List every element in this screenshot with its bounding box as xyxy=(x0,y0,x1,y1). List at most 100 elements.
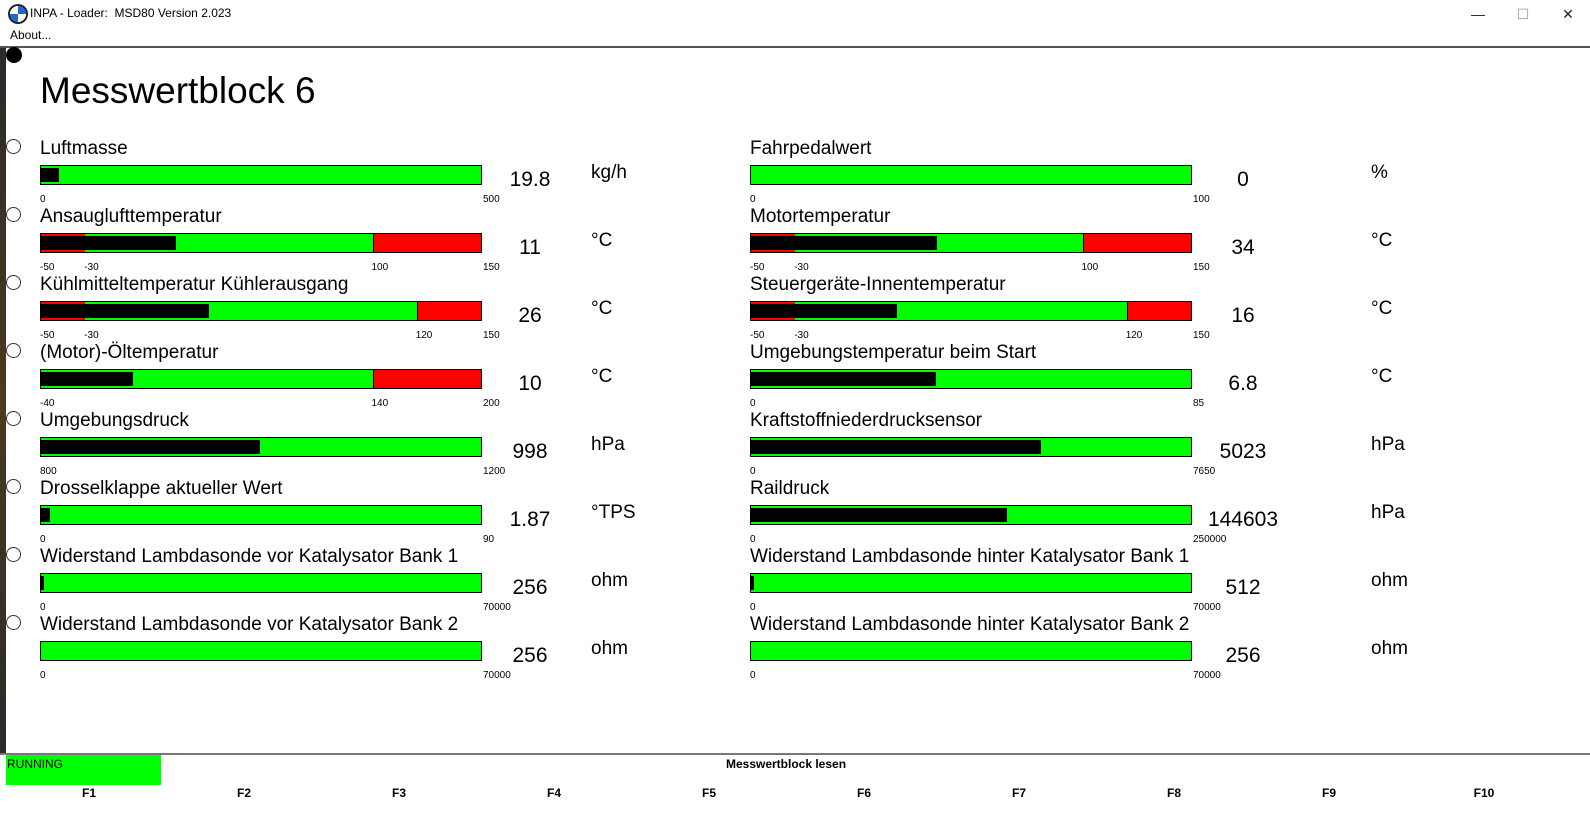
left-gauge-bar xyxy=(40,437,482,457)
right-unit: % xyxy=(1371,162,1388,183)
minimize-button[interactable]: — xyxy=(1471,6,1485,22)
right-unit: ohm xyxy=(1371,638,1408,659)
gauge-high-limit-zone xyxy=(1082,234,1191,252)
right-value: 144603 xyxy=(1207,508,1279,531)
function-key-f6[interactable]: F6 xyxy=(856,786,871,800)
gauge-fill xyxy=(751,508,1007,522)
running-status-badge: RUNNING xyxy=(6,755,161,785)
left-unit: kg/h xyxy=(591,162,627,183)
left-gauge-bar xyxy=(40,505,482,525)
right-value: 5023 xyxy=(1219,440,1267,463)
gauge-tick-label: -30 xyxy=(84,330,99,341)
gauge-tick-label: 250000 xyxy=(1193,534,1227,545)
close-button[interactable]: ✕ xyxy=(1562,6,1574,22)
left-unit: °C xyxy=(591,230,613,251)
gauge-tick-label: 0 xyxy=(750,398,756,409)
right-unit: °C xyxy=(1371,298,1393,319)
gauge-tick-label: 200 xyxy=(483,398,500,409)
gauge-high-limit-zone xyxy=(372,234,481,252)
right-gauge-bar xyxy=(750,437,1192,457)
row-radio-button[interactable] xyxy=(6,275,21,290)
gauge-tick-label: -50 xyxy=(40,262,55,273)
right-gauge-bar xyxy=(750,165,1192,185)
left-value: 19.8 xyxy=(509,168,551,191)
function-key-f10[interactable]: F10 xyxy=(1473,786,1495,800)
action-label: Messwertblock lesen xyxy=(725,757,847,771)
right-gauge-bar xyxy=(750,369,1192,389)
gauge-tick-label: -40 xyxy=(40,398,55,409)
right-value: 0 xyxy=(1237,168,1249,191)
row-radio-button[interactable] xyxy=(6,207,21,222)
row-radio-button[interactable] xyxy=(6,547,21,562)
gauge-high-limit-zone xyxy=(372,370,481,388)
gauge-fill xyxy=(751,440,1042,454)
gauge-tick-label: 0 xyxy=(750,602,756,613)
gauge-tick-label: 100 xyxy=(1081,262,1099,273)
gauge-tick-label: -50 xyxy=(40,330,55,341)
maximize-button[interactable]: ☐ xyxy=(1516,6,1530,22)
title-bar: INPA - Loader: MSD80 Version 2.023 — ☐ ✕ xyxy=(0,0,1590,28)
page-title: Messwertblock 6 xyxy=(40,70,316,111)
gauge-tick-label: 0 xyxy=(750,670,756,681)
row-radio-button[interactable] xyxy=(6,615,21,630)
row-radio-button[interactable] xyxy=(6,343,21,358)
window-title: INPA - Loader: MSD80 Version 2.023 xyxy=(30,6,232,20)
gauge-tick-label: 500 xyxy=(483,194,500,205)
left-label: (Motor)-Öltemperatur xyxy=(40,342,219,363)
gauge-fill xyxy=(41,440,260,454)
window-edge xyxy=(0,48,6,753)
function-key-f2[interactable]: F2 xyxy=(236,786,251,800)
gauge-tick-label: -50 xyxy=(750,262,765,273)
gauge-tick-label: 70000 xyxy=(483,670,511,681)
gauge-tick-label: 150 xyxy=(483,262,500,273)
left-unit: hPa xyxy=(591,434,625,455)
gauge-tick-label: -30 xyxy=(84,262,99,273)
selected-radio-indicator[interactable] xyxy=(6,47,22,63)
gauge-tick-label: 70000 xyxy=(1193,602,1221,613)
gauge-tick-label: 150 xyxy=(1193,330,1210,341)
gauge-tick-label: 140 xyxy=(371,398,389,409)
gauge-tick-label: 800 xyxy=(40,466,57,477)
right-unit: hPa xyxy=(1371,502,1405,523)
right-gauge-bar xyxy=(750,641,1192,661)
left-unit: °C xyxy=(591,366,613,387)
left-gauge-bar xyxy=(40,165,482,185)
right-label: Raildruck xyxy=(750,478,830,499)
row-radio-button[interactable] xyxy=(6,411,21,426)
menu-divider xyxy=(0,46,1590,48)
function-key-f7[interactable]: F7 xyxy=(1011,786,1026,800)
right-label: Widerstand Lambdasonde hinter Katalysato… xyxy=(750,546,1190,567)
left-value: 256 xyxy=(512,644,548,667)
right-gauge-bar xyxy=(750,233,1192,253)
gauge-tick-label: 0 xyxy=(40,534,46,545)
left-unit: ohm xyxy=(591,638,628,659)
menu-item-about[interactable]: About... xyxy=(10,28,52,42)
left-value: 1.87 xyxy=(509,508,551,531)
gauge-tick-label: 7650 xyxy=(1193,466,1216,477)
row-radio-button[interactable] xyxy=(6,479,21,494)
left-value: 10 xyxy=(518,372,542,395)
gauge-tick-label: 0 xyxy=(40,670,46,681)
right-gauge-bar xyxy=(750,573,1192,593)
function-key-f9[interactable]: F9 xyxy=(1321,786,1336,800)
gauge-tick-label: -50 xyxy=(750,330,765,341)
function-key-f1[interactable]: F1 xyxy=(81,786,96,800)
gauge-fill xyxy=(41,576,44,590)
gauge-tick-label: 120 xyxy=(1125,330,1143,341)
gauge-tick-label: 0 xyxy=(750,466,756,477)
gauge-tick-label: 150 xyxy=(483,330,500,341)
gauge-tick-label: 70000 xyxy=(1193,670,1221,681)
function-key-f3[interactable]: F3 xyxy=(391,786,406,800)
left-unit: ohm xyxy=(591,570,628,591)
right-value: 256 xyxy=(1225,644,1261,667)
function-key-f4[interactable]: F4 xyxy=(546,786,561,800)
right-label: Widerstand Lambdasonde hinter Katalysato… xyxy=(750,614,1190,635)
right-gauge-bar xyxy=(750,301,1192,321)
gauge-tick-label: 1200 xyxy=(483,466,506,477)
gauge-high-limit-zone xyxy=(1126,302,1191,320)
function-key-f8[interactable]: F8 xyxy=(1166,786,1181,800)
function-key-f5[interactable]: F5 xyxy=(701,786,716,800)
right-label: Motortemperatur xyxy=(750,206,891,227)
gauge-fill xyxy=(41,508,51,522)
row-radio-button[interactable] xyxy=(6,139,21,154)
